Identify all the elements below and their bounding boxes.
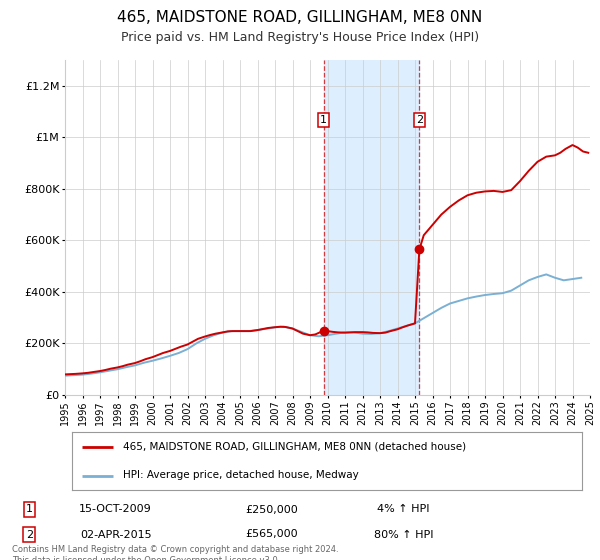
- Text: £565,000: £565,000: [245, 530, 298, 539]
- Text: 2: 2: [416, 115, 423, 125]
- Text: 15-OCT-2009: 15-OCT-2009: [79, 505, 152, 515]
- Text: 02-APR-2015: 02-APR-2015: [80, 530, 151, 539]
- Text: 465, MAIDSTONE ROAD, GILLINGHAM, ME8 0NN: 465, MAIDSTONE ROAD, GILLINGHAM, ME8 0NN: [118, 11, 482, 26]
- Text: Contains HM Land Registry data © Crown copyright and database right 2024.
This d: Contains HM Land Registry data © Crown c…: [12, 545, 338, 560]
- Text: Price paid vs. HM Land Registry's House Price Index (HPI): Price paid vs. HM Land Registry's House …: [121, 31, 479, 44]
- Text: £250,000: £250,000: [245, 505, 298, 515]
- Text: 80% ↑ HPI: 80% ↑ HPI: [374, 530, 433, 539]
- Text: HPI: Average price, detached house, Medway: HPI: Average price, detached house, Medw…: [123, 470, 359, 480]
- Text: 1: 1: [320, 115, 328, 125]
- Text: 4% ↑ HPI: 4% ↑ HPI: [377, 505, 430, 515]
- Text: 2: 2: [26, 530, 33, 539]
- Text: 1: 1: [26, 505, 33, 515]
- Text: 465, MAIDSTONE ROAD, GILLINGHAM, ME8 0NN (detached house): 465, MAIDSTONE ROAD, GILLINGHAM, ME8 0NN…: [123, 441, 466, 451]
- Bar: [324, 60, 419, 395]
